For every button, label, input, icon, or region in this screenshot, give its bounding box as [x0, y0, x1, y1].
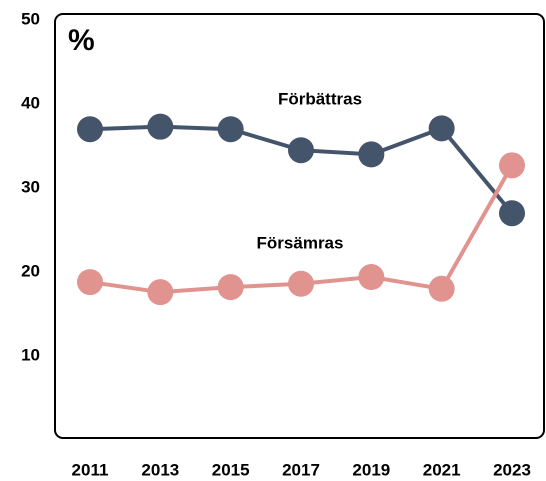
x-tick-label: 2019: [352, 460, 390, 479]
point: [217, 116, 244, 143]
point: [428, 115, 455, 142]
point: [288, 137, 314, 164]
point: [499, 152, 525, 179]
chart-title: %: [68, 24, 95, 57]
point: [358, 264, 385, 291]
point: [499, 200, 525, 227]
x-tick-label: 2015: [212, 460, 250, 479]
plot-frame: [54, 13, 545, 439]
x-tick-label: 2023: [493, 460, 531, 479]
x-tick-label: 2013: [141, 460, 179, 479]
point: [358, 141, 385, 168]
point: [77, 116, 103, 143]
x-tick-label: 2021: [423, 460, 461, 479]
y-tick-label: 20: [21, 261, 40, 280]
point: [217, 274, 244, 301]
point: [428, 275, 455, 302]
point: [147, 279, 174, 306]
point: [147, 113, 174, 140]
y-tick-label: 10: [21, 345, 40, 364]
y-tick-label: 30: [21, 177, 40, 196]
point: [288, 270, 314, 297]
series-label: Förbättras: [278, 89, 362, 108]
y-tick-label: 50: [21, 9, 40, 28]
y-tick-label: 40: [21, 93, 40, 112]
point: [77, 269, 103, 296]
x-tick-label: 2017: [282, 460, 320, 479]
series-label: Försämras: [257, 233, 344, 252]
x-tick-label: 2011: [72, 460, 109, 479]
